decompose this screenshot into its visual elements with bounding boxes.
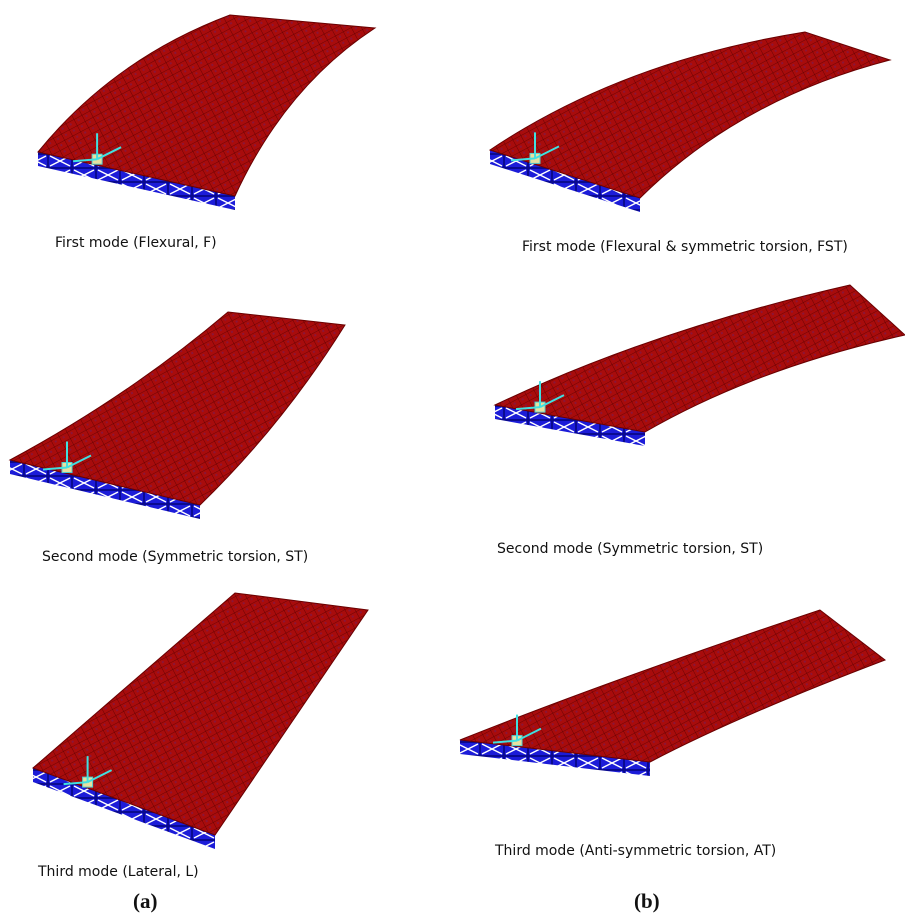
deck-surface xyxy=(460,610,885,762)
caption: Third mode (Lateral, L) xyxy=(37,864,199,880)
panel-label: (b) xyxy=(634,889,660,913)
page: First mode (Flexural, F) Second mode (Sy… xyxy=(0,0,905,917)
deck xyxy=(10,312,345,519)
caption: Second mode (Symmetric torsion, ST) xyxy=(42,549,308,565)
caption: First mode (Flexural, F) xyxy=(55,235,217,251)
deck xyxy=(38,15,375,210)
deck-renders xyxy=(10,15,905,849)
deck-surface xyxy=(495,285,905,432)
figure: First mode (Flexural, F) Second mode (Sy… xyxy=(0,0,905,917)
deck xyxy=(495,285,905,446)
deck xyxy=(460,610,885,776)
caption: Second mode (Symmetric torsion, ST) xyxy=(497,541,763,557)
panel-label: (a) xyxy=(133,889,158,913)
caption: First mode (Flexural & symmetric torsion… xyxy=(522,239,848,255)
deck xyxy=(490,32,890,212)
caption: Third mode (Anti-symmetric torsion, AT) xyxy=(494,843,776,859)
deck xyxy=(33,593,368,849)
